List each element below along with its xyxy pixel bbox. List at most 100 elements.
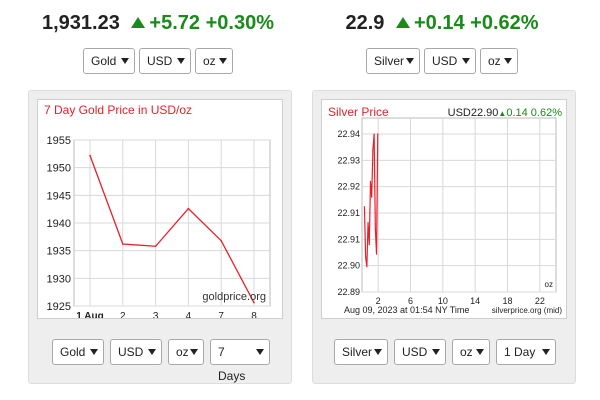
silver-change: +0.14 bbox=[413, 12, 465, 34]
currency-select-value: USD bbox=[118, 345, 144, 359]
silver-bottom-selectors: Silver USD oz 1 Day bbox=[315, 339, 575, 365]
data-point bbox=[377, 133, 379, 135]
currency-select[interactable]: USD bbox=[139, 48, 191, 74]
currency-select-value: USD bbox=[432, 54, 458, 68]
y-tick-label: 22.93 bbox=[337, 155, 360, 165]
unit-select[interactable]: oz bbox=[480, 48, 518, 74]
chevron-down-icon bbox=[121, 58, 129, 64]
data-point bbox=[154, 245, 157, 248]
x-tick-label: 8 bbox=[251, 311, 257, 318]
y-tick-label: 1940 bbox=[47, 218, 71, 230]
silver-percent: +0.62% bbox=[470, 12, 539, 34]
gold-chart-box: 7 Day Gold Price in USD/oz 1925 1930 1935 19… bbox=[37, 99, 283, 322]
currency-select[interactable]: USD bbox=[394, 339, 446, 365]
gold-percent: +0.30% bbox=[205, 12, 274, 34]
header-price: USD22.90 bbox=[448, 107, 499, 119]
chart-title: 7 Day Gold Price in USD/oz bbox=[44, 103, 192, 117]
x-tick-label: 1 Aug bbox=[76, 311, 103, 318]
currency-select[interactable]: USD bbox=[424, 48, 476, 74]
x-tick-label: 2 bbox=[376, 296, 381, 306]
x-tick-label: 22 bbox=[535, 296, 545, 306]
unit-select-value: oz bbox=[176, 345, 189, 359]
range-select[interactable]: 7 Days bbox=[210, 339, 270, 383]
x-tick-label: 7 bbox=[218, 311, 224, 318]
y-tick-label: 1955 bbox=[47, 135, 71, 147]
range-select-value: 1 Day bbox=[504, 345, 536, 359]
data-point bbox=[253, 301, 255, 304]
metal-select-value: Gold bbox=[91, 54, 117, 68]
metal-select-value: Silver bbox=[342, 345, 373, 359]
unit-select[interactable]: oz bbox=[195, 48, 233, 74]
metal-select-value: Gold bbox=[60, 345, 86, 359]
metal-select[interactable]: Silver bbox=[366, 48, 420, 74]
chevron-down-icon bbox=[190, 349, 198, 355]
x-tick-label: 6 bbox=[408, 296, 413, 306]
x-tick-label: 4 bbox=[186, 311, 192, 318]
gold-change: +5.72 bbox=[149, 12, 201, 34]
y-tick-label: 22.89 bbox=[337, 287, 360, 297]
gold-chart-panel: 7 Day Gold Price in USD/oz 1925 1930 1935 19… bbox=[28, 90, 292, 384]
data-point bbox=[363, 206, 366, 208]
footer-source: silverprice.org (mid) bbox=[492, 306, 563, 315]
y-tick-label: 1935 bbox=[47, 246, 71, 258]
metal-select[interactable]: Gold bbox=[83, 48, 135, 74]
y-tick-label: 1930 bbox=[47, 273, 71, 285]
data-point bbox=[375, 253, 378, 255]
silver-chart-box: Silver Price USD22.90▲0.14 0.62% 22.89 22.9… bbox=[321, 99, 567, 319]
chevron-down-icon bbox=[462, 58, 470, 64]
y-tick-label: 1925 bbox=[47, 301, 71, 313]
data-point bbox=[89, 154, 91, 157]
data-point bbox=[372, 149, 374, 151]
chevron-down-icon bbox=[148, 349, 156, 355]
unit-select[interactable]: oz bbox=[168, 339, 204, 365]
data-point bbox=[369, 180, 372, 182]
range-select-value: 7 Days bbox=[218, 345, 246, 383]
range-select[interactable]: 1 Day bbox=[496, 339, 556, 365]
header-change: 0.14 0.62% bbox=[506, 107, 562, 119]
silver-price: 22.9 bbox=[345, 12, 385, 34]
currency-select[interactable]: USD bbox=[110, 339, 162, 365]
chevron-down-icon bbox=[256, 349, 264, 355]
chevron-down-icon bbox=[406, 58, 414, 64]
x-tick-label: 2 bbox=[120, 311, 126, 318]
up-arrow-icon bbox=[395, 17, 410, 29]
silver-chart: Silver Price USD22.90▲0.14 0.62% 22.89 22.9… bbox=[328, 105, 563, 315]
unit-select[interactable]: oz bbox=[452, 339, 490, 365]
chevron-down-icon bbox=[90, 349, 98, 355]
x-tick-label: 10 bbox=[438, 296, 448, 306]
unit-select-value: oz bbox=[460, 345, 473, 359]
data-point bbox=[366, 266, 368, 268]
x-tick-label: 14 bbox=[470, 296, 480, 306]
unit-label: oz bbox=[545, 280, 553, 289]
silver-quote: 22.9 +0.14 +0.62% bbox=[312, 12, 572, 35]
data-point bbox=[373, 133, 375, 135]
data-point bbox=[371, 196, 373, 198]
chevron-down-icon bbox=[219, 58, 227, 64]
up-arrow-icon bbox=[131, 17, 146, 29]
gold-bottom-selectors: Gold USD oz 7 Days bbox=[31, 339, 291, 383]
gold-selectors: Gold USD oz bbox=[28, 48, 288, 74]
footer-timestamp: Aug 09, 2023 at 01:54 NY Time bbox=[344, 305, 469, 315]
y-tick-label: 22.94 bbox=[337, 129, 360, 139]
chevron-down-icon bbox=[476, 349, 484, 355]
data-point bbox=[122, 243, 124, 245]
watermark: goldprice.org bbox=[202, 291, 266, 303]
unit-select-value: oz bbox=[488, 54, 501, 68]
metal-select[interactable]: Silver bbox=[334, 339, 388, 365]
y-tick-label: 22.91 bbox=[337, 208, 360, 218]
gold-price-line bbox=[89, 155, 255, 303]
data-point bbox=[368, 244, 370, 246]
data-point bbox=[374, 228, 376, 230]
y-tick-label: 1950 bbox=[47, 163, 71, 175]
y-tick-label: 1945 bbox=[47, 190, 71, 202]
chevron-down-icon bbox=[177, 58, 185, 64]
metal-select-value: Silver bbox=[374, 54, 405, 68]
chevron-down-icon bbox=[504, 58, 512, 64]
y-tick-label: 22.92 bbox=[337, 182, 360, 192]
data-point bbox=[367, 221, 369, 224]
up-arrow-icon: ▲ bbox=[498, 109, 506, 118]
metal-select[interactable]: Gold bbox=[52, 339, 104, 365]
gold-quote: 1,931.23 +5.72 +0.30% bbox=[28, 12, 288, 35]
gold-price: 1,931.23 bbox=[42, 12, 120, 34]
currency-select-value: USD bbox=[402, 345, 428, 359]
